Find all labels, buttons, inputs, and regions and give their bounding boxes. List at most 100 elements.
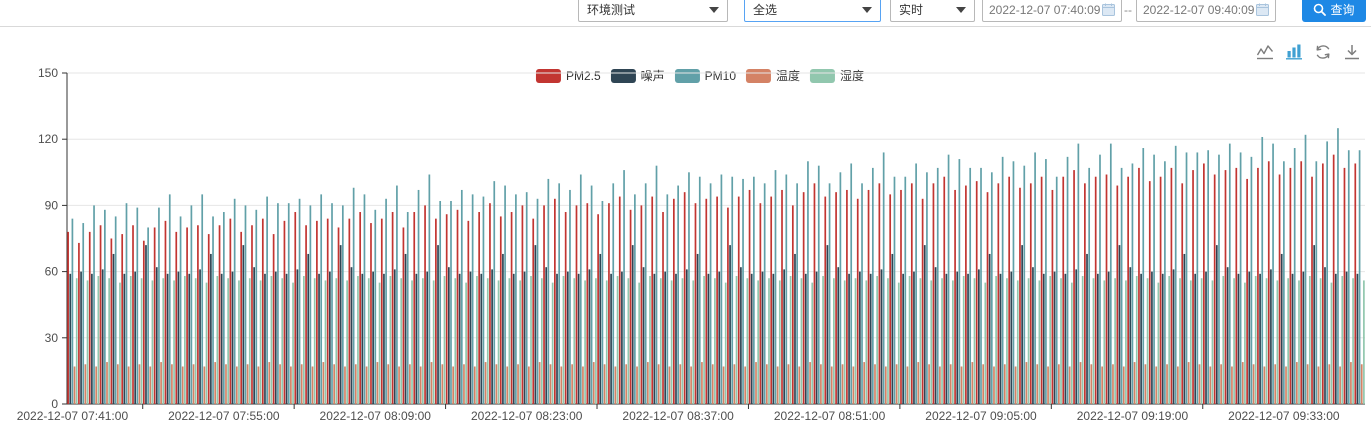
bar[interactable] [564, 212, 567, 404]
bar[interactable] [1148, 181, 1151, 404]
bar[interactable] [391, 212, 394, 404]
bar[interactable] [889, 194, 892, 404]
bar[interactable] [155, 267, 158, 404]
bar[interactable] [815, 271, 818, 404]
bar[interactable] [365, 366, 368, 404]
bar[interactable] [1166, 364, 1168, 404]
bar[interactable] [337, 227, 340, 404]
bar[interactable] [1105, 174, 1108, 404]
bar[interactable] [733, 364, 736, 404]
bar[interactable] [125, 203, 128, 404]
bar[interactable] [445, 214, 448, 404]
bar[interactable] [1055, 176, 1058, 404]
bar[interactable] [415, 273, 418, 404]
bar[interactable] [763, 183, 766, 404]
bar[interactable] [212, 216, 214, 404]
bar[interactable] [1237, 273, 1240, 404]
bar[interactable] [1332, 154, 1335, 404]
bar[interactable] [958, 159, 961, 404]
bar[interactable] [339, 245, 342, 404]
bar[interactable] [473, 366, 476, 404]
bar[interactable] [1066, 156, 1069, 404]
bar[interactable] [1218, 154, 1220, 404]
bar[interactable] [1174, 145, 1177, 404]
bar[interactable] [510, 212, 513, 404]
bar[interactable] [727, 207, 729, 404]
bar[interactable] [1250, 156, 1253, 404]
bar[interactable] [551, 282, 554, 404]
bar[interactable] [188, 273, 191, 404]
bar[interactable] [900, 189, 902, 404]
bar[interactable] [1053, 271, 1056, 404]
bar[interactable] [1094, 176, 1097, 404]
bar[interactable] [625, 364, 628, 404]
bar[interactable] [880, 269, 883, 404]
bar[interactable] [279, 364, 281, 404]
bar[interactable] [582, 366, 584, 404]
bar[interactable] [471, 194, 474, 404]
bar[interactable] [967, 273, 969, 404]
bar[interactable] [456, 209, 459, 404]
bar[interactable] [1116, 185, 1119, 404]
bar[interactable] [683, 192, 686, 404]
bar[interactable] [1025, 362, 1028, 404]
bar[interactable] [138, 364, 141, 404]
bar[interactable] [292, 282, 294, 404]
bar[interactable] [166, 273, 169, 404]
bar[interactable] [218, 225, 221, 404]
bar[interactable] [813, 183, 816, 404]
bar[interactable] [272, 234, 275, 404]
bar[interactable] [785, 174, 788, 404]
bar[interactable] [1244, 282, 1246, 404]
bar[interactable] [616, 276, 619, 404]
bar[interactable] [1313, 245, 1316, 404]
bar[interactable] [848, 273, 850, 404]
bar[interactable] [1263, 366, 1266, 404]
bar[interactable] [1096, 273, 1099, 404]
bar[interactable] [612, 183, 615, 404]
bar[interactable] [796, 183, 798, 404]
bar[interactable] [370, 223, 372, 404]
bar[interactable] [515, 194, 517, 404]
bar[interactable] [489, 203, 491, 404]
bar[interactable] [324, 280, 327, 404]
bar[interactable] [1259, 273, 1261, 404]
bar[interactable] [216, 276, 219, 404]
bar[interactable] [690, 366, 692, 404]
bar[interactable] [893, 176, 896, 404]
bar[interactable] [1304, 134, 1307, 404]
bar[interactable] [101, 269, 104, 404]
bar[interactable] [882, 152, 885, 404]
bar[interactable] [127, 366, 130, 404]
bar[interactable] [908, 276, 911, 404]
bar[interactable] [129, 276, 132, 404]
bar[interactable] [1068, 366, 1071, 404]
bar[interactable] [685, 269, 688, 404]
bar[interactable] [84, 364, 87, 404]
bar[interactable] [316, 220, 318, 404]
bar[interactable] [502, 253, 504, 404]
bar[interactable] [1101, 366, 1103, 404]
bar[interactable] [980, 167, 982, 404]
bar[interactable] [173, 280, 175, 404]
bar[interactable] [512, 273, 515, 404]
bar[interactable] [923, 245, 926, 404]
bar[interactable] [599, 253, 602, 404]
bar[interactable] [943, 176, 946, 404]
bar[interactable] [179, 216, 182, 404]
bar[interactable] [913, 271, 915, 404]
bar[interactable] [768, 278, 770, 404]
bar[interactable] [1070, 282, 1073, 404]
bar[interactable] [740, 267, 742, 404]
bar[interactable] [240, 231, 243, 404]
bar[interactable] [214, 362, 217, 404]
bar[interactable] [1151, 271, 1153, 404]
bar[interactable] [1215, 245, 1218, 404]
bar[interactable] [75, 278, 78, 404]
bar[interactable] [506, 366, 509, 404]
bar[interactable] [640, 205, 643, 404]
bar[interactable] [545, 267, 548, 404]
bar[interactable] [1233, 278, 1235, 404]
bar[interactable] [186, 227, 188, 404]
bar[interactable] [1220, 364, 1222, 404]
